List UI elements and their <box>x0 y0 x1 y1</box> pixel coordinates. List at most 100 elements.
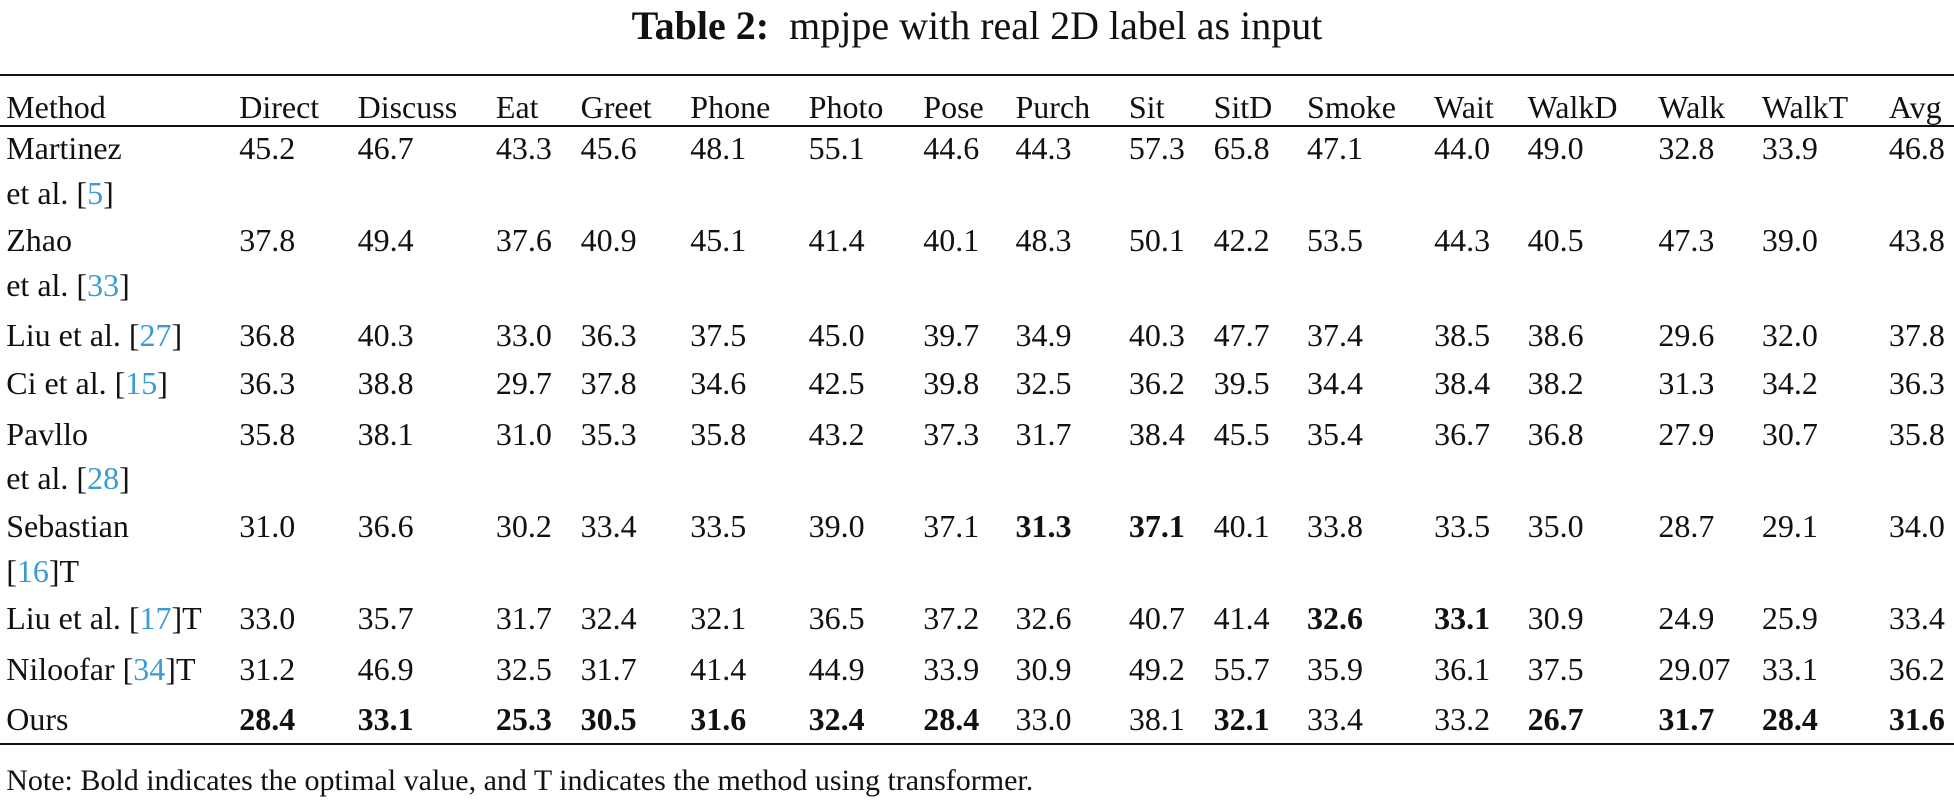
value-cell: 38.2 <box>1527 364 1584 401</box>
title-text: mpjpe with real 2D label as input <box>789 3 1323 48</box>
method-cell: Ours <box>6 701 68 737</box>
method-text: Martinez <box>6 130 122 167</box>
header-cell: WalkD <box>1527 89 1618 126</box>
citation: 5 <box>87 175 104 212</box>
value-cell: 44.9 <box>808 651 865 688</box>
value-cell: 32.0 <box>1761 317 1818 354</box>
value-cell: 38.8 <box>357 364 414 401</box>
value-cell: 29.6 <box>1658 317 1715 354</box>
header-cell: Avg <box>1888 89 1942 126</box>
value-cell: 34.6 <box>690 364 747 401</box>
value-cell: 39.0 <box>1761 222 1818 259</box>
method-text: Liu et al. [ <box>6 317 140 354</box>
value-cell: 35.0 <box>1527 507 1584 544</box>
method-cell: Ci et al. [15] <box>6 365 168 401</box>
value-cell: 37.8 <box>580 364 637 401</box>
value-cell: 36.2 <box>1888 651 1945 688</box>
value-cell: 39.5 <box>1213 364 1270 401</box>
value-cell: 33.2 <box>1434 700 1491 737</box>
header-rule <box>0 125 1954 127</box>
method-text: ]T <box>165 651 196 688</box>
method-cell: Liu et al. [27] <box>6 317 182 353</box>
header-cell: SitD <box>1213 89 1273 126</box>
value-cell: 31.7 <box>1658 700 1715 737</box>
value-cell: 33.1 <box>1434 600 1491 637</box>
value-cell: 33.9 <box>1761 130 1818 167</box>
method-text: Ours <box>6 700 69 737</box>
value-cell: 36.7 <box>1434 415 1491 452</box>
value-cell: 44.3 <box>1434 222 1491 259</box>
value-cell: 40.5 <box>1527 222 1584 259</box>
header-cell: Eat <box>495 89 539 126</box>
value-cell: 36.5 <box>808 600 865 637</box>
value-cell: 36.1 <box>1434 651 1491 688</box>
value-cell: 28.4 <box>239 700 296 737</box>
value-cell: 30.9 <box>1015 651 1072 688</box>
value-cell: 49.4 <box>357 222 414 259</box>
value-cell: 25.9 <box>1761 600 1818 637</box>
method-cell: et al. [5] <box>6 175 114 211</box>
value-cell: 30.7 <box>1761 415 1818 452</box>
value-cell: 31.3 <box>1658 364 1715 401</box>
value-cell: 43.3 <box>495 130 552 167</box>
value-cell: 33.4 <box>1307 700 1364 737</box>
value-cell: 36.8 <box>1527 415 1584 452</box>
value-cell: 50.1 <box>1128 222 1185 259</box>
value-cell: 38.1 <box>1128 700 1185 737</box>
value-cell: 30.2 <box>495 507 552 544</box>
value-cell: 42.2 <box>1213 222 1270 259</box>
value-cell: 43.2 <box>808 415 865 452</box>
citation: 17 <box>139 600 172 637</box>
value-cell: 37.6 <box>495 222 552 259</box>
value-cell: 45.2 <box>239 130 296 167</box>
value-cell: 31.0 <box>495 415 552 452</box>
value-cell: 32.1 <box>1213 700 1270 737</box>
value-cell: 32.6 <box>1015 600 1072 637</box>
value-cell: 37.1 <box>1128 507 1185 544</box>
header-cell: Sit <box>1128 89 1165 126</box>
top-rule <box>0 74 1954 76</box>
value-cell: 33.0 <box>1015 700 1072 737</box>
value-cell: 40.9 <box>580 222 637 259</box>
header-cell: Method <box>6 89 106 126</box>
value-cell: 36.6 <box>357 507 414 544</box>
citation: 15 <box>125 364 158 401</box>
value-cell: 35.9 <box>1307 651 1364 688</box>
value-cell: 33.5 <box>1434 507 1491 544</box>
value-cell: 33.0 <box>239 600 296 637</box>
method-text: ] <box>171 317 183 354</box>
value-cell: 38.4 <box>1128 415 1185 452</box>
value-cell: 31.2 <box>239 651 296 688</box>
value-cell: 39.8 <box>923 364 980 401</box>
value-cell: 33.1 <box>357 700 414 737</box>
method-text: ]T <box>48 552 80 589</box>
value-cell: 26.7 <box>1527 700 1584 737</box>
value-cell: 47.7 <box>1213 317 1270 354</box>
method-cell: et al. [28] <box>6 460 130 496</box>
value-cell: 31.7 <box>495 600 552 637</box>
method-cell: Zhao <box>6 222 72 258</box>
value-cell: 45.1 <box>690 222 747 259</box>
value-cell: 31.6 <box>1888 700 1945 737</box>
method-text: Zhao <box>6 222 72 259</box>
value-cell: 53.5 <box>1307 222 1364 259</box>
value-cell: 40.7 <box>1128 600 1185 637</box>
value-cell: 41.4 <box>808 222 865 259</box>
value-cell: 35.3 <box>580 415 637 452</box>
value-cell: 24.9 <box>1658 600 1715 637</box>
value-cell: 32.8 <box>1658 130 1715 167</box>
value-cell: 32.5 <box>495 651 552 688</box>
method-text: Sebastian <box>6 507 129 544</box>
value-cell: 37.5 <box>690 317 747 354</box>
value-cell: 31.0 <box>239 507 296 544</box>
method-cell: et al. [33] <box>6 267 130 303</box>
header-cell: Discuss <box>357 89 458 126</box>
value-cell: 38.6 <box>1527 317 1584 354</box>
value-cell: 48.1 <box>690 130 747 167</box>
value-cell: 36.3 <box>1888 364 1945 401</box>
value-cell: 32.6 <box>1307 600 1364 637</box>
value-cell: 35.4 <box>1307 415 1364 452</box>
value-cell: 32.4 <box>580 600 637 637</box>
value-cell: 28.4 <box>1761 700 1818 737</box>
